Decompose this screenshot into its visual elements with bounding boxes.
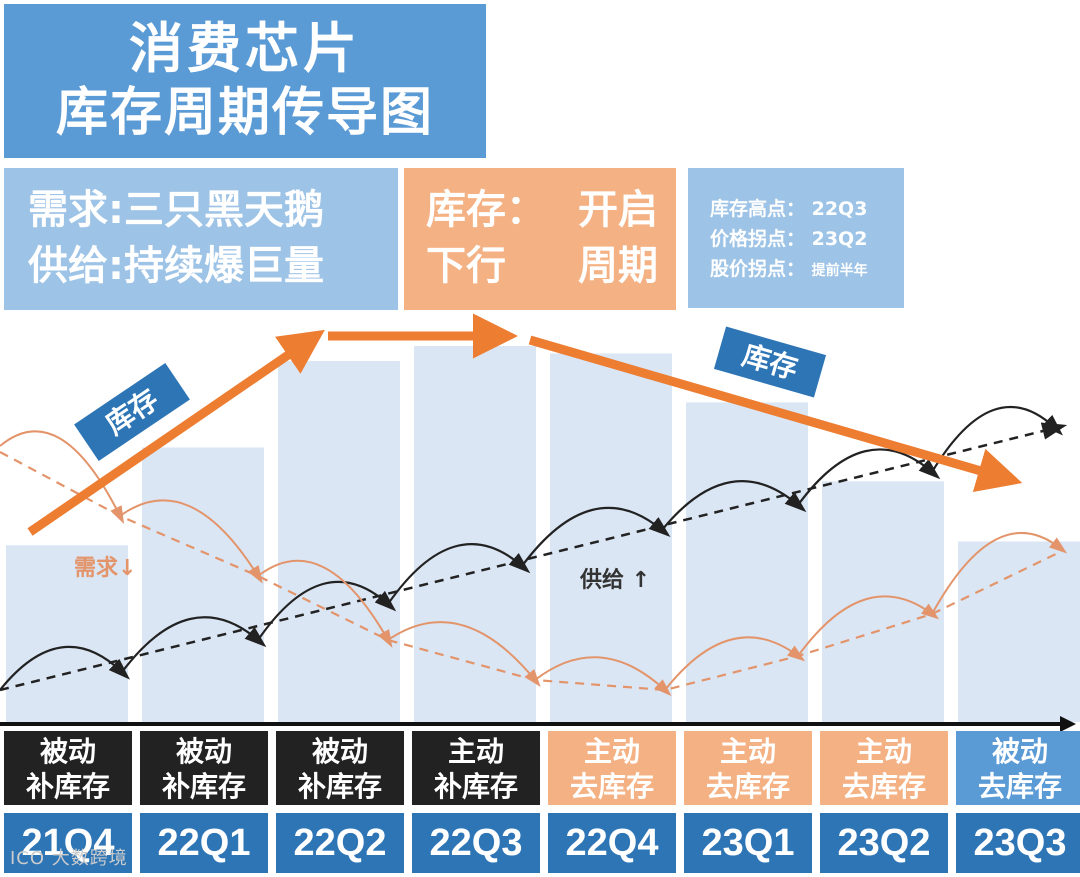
- demand-hop: [797, 595, 940, 657]
- quarter-label: 21Q4: [4, 813, 132, 873]
- stage-line1: 被动: [311, 735, 368, 768]
- supply-hop: [257, 580, 397, 641]
- stage-line2: 补库存: [25, 770, 110, 803]
- inventory-bar: [822, 481, 944, 722]
- inventory-up-arrow: [27, 329, 325, 536]
- stage-line2: 去库存: [569, 770, 654, 803]
- inventory-label: 库存：: [426, 187, 546, 233]
- inventory-bar: [686, 402, 808, 722]
- stage-line1: 被动: [175, 735, 232, 768]
- supply-hop: [661, 480, 807, 531]
- demand-hop: [534, 656, 672, 697]
- inventory-bar: [414, 346, 536, 722]
- inventory-bar: [142, 447, 264, 722]
- watermark: ICO 大数跨境: [10, 848, 128, 869]
- demand-hop: [931, 531, 1068, 615]
- stage-line1: 主动: [719, 735, 776, 768]
- stage-line1: 被动: [39, 735, 96, 768]
- price-turning-point: 价格拐点： 23Q2: [710, 228, 868, 250]
- stage-line2: 补库存: [433, 770, 518, 803]
- demand-hop: [257, 559, 393, 648]
- demand-supply-box: 需求:三只黑天鹅 供给:持续爆巨量: [4, 168, 398, 310]
- title-line2: 库存周期传导图: [55, 83, 434, 143]
- quarter-label: 23Q2: [820, 813, 948, 873]
- demand-hop: [0, 430, 125, 525]
- supply-label: 供给 ↑: [580, 568, 651, 593]
- demand-hop: [119, 499, 263, 584]
- quarter-label: 22Q1: [140, 813, 268, 873]
- stage-line1: 主动: [855, 735, 912, 768]
- stage-label: 主动 补库存: [412, 731, 540, 805]
- supply-hop: [521, 506, 671, 567]
- x-axis-head: [1060, 716, 1076, 732]
- demand-text: 需求:三只黑天鹅: [28, 187, 324, 233]
- stage-line2: 补库存: [161, 770, 246, 803]
- stage-label: 被动 补库存: [4, 731, 132, 805]
- stage-line2: 补库存: [297, 770, 382, 803]
- supply-text: 供给:持续爆巨量: [28, 243, 324, 289]
- supply-trend-line: [0, 422, 1068, 692]
- supply-hop: [121, 616, 267, 673]
- inventory-bar: [278, 361, 400, 722]
- stock-turning-value: 提前半年: [811, 263, 868, 279]
- turning-points-box: 库存高点： 22Q3 价格拐点： 23Q2 股价拐点： 提前半年: [688, 168, 904, 308]
- stage-label: 被动 去库存: [956, 731, 1080, 805]
- title-line1: 消费芯片: [129, 17, 361, 80]
- inventory-down: 下行: [426, 243, 506, 289]
- stage-line1: 主动: [583, 735, 640, 768]
- inventory-down-tag: [713, 326, 827, 398]
- quarter-label: 22Q3: [412, 813, 540, 873]
- demand-hop: [664, 636, 806, 691]
- trend-curves: [0, 405, 1068, 697]
- stock-turning-label: 股价拐点：: [710, 258, 806, 280]
- quarter-label: 23Q3: [956, 813, 1080, 873]
- quarter-label: 22Q2: [276, 813, 404, 873]
- title-box: 消费芯片 库存周期传导图: [4, 4, 486, 158]
- inventory-cycle: 周期: [578, 243, 658, 289]
- stage-label: 被动 补库存: [276, 731, 404, 805]
- stage-line1: 被动: [991, 735, 1048, 768]
- stage-label: 主动 去库存: [684, 731, 812, 805]
- quarter-label: 22Q4: [548, 813, 676, 873]
- demand-label: 需求↓: [74, 556, 137, 581]
- stage-label: 被动 补库存: [140, 731, 268, 805]
- stage-label: 主动 去库存: [548, 731, 676, 805]
- quarter-label: 23Q1: [684, 813, 812, 873]
- inventory-cycle-box: 库存： 开启 下行 周期: [404, 168, 676, 310]
- supply-hop: [0, 645, 130, 691]
- demand-hop: [387, 621, 541, 687]
- inventory-bar: [958, 541, 1080, 722]
- inventory-up-tag: [74, 363, 190, 461]
- inventory-peak: 库存高点： 22Q3: [710, 198, 868, 220]
- supply-hop: [387, 543, 531, 605]
- supply-hop: [931, 405, 1064, 473]
- stock-turning-point: 股价拐点： 提前半年: [710, 254, 904, 286]
- stage-line1: 主动: [447, 735, 504, 768]
- inventory-down-arrow: [528, 335, 1023, 493]
- stage-line2: 去库存: [705, 770, 790, 803]
- stage-label: 主动 去库存: [820, 731, 948, 805]
- stage-line2: 去库存: [841, 770, 926, 803]
- stage-line2: 去库存: [977, 770, 1062, 803]
- inventory-open: 开启: [578, 187, 658, 233]
- supply-hop: [797, 448, 941, 506]
- inventory-bar: [6, 545, 128, 722]
